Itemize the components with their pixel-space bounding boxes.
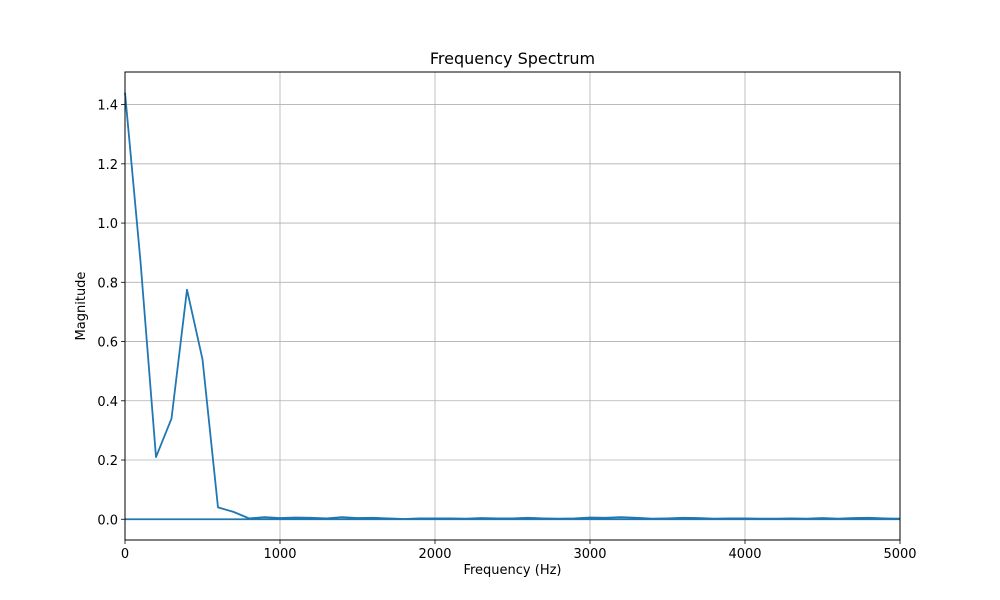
y-tick-label: 0.0: [97, 513, 118, 528]
y-tick-label: 1.2: [97, 158, 118, 173]
series-layer: [124, 92, 901, 521]
y-tick-label: 0.6: [97, 336, 118, 351]
x-axis-label: Frequency (Hz): [463, 563, 561, 578]
x-tick-label: 3000: [573, 547, 606, 562]
y-tick-label: 0.4: [97, 395, 118, 410]
y-tick-label: 1.4: [97, 99, 118, 114]
x-tick-label: 5000: [883, 547, 916, 562]
x-tick-label: 1000: [263, 547, 296, 562]
ticks: 0 1000 2000 3000 4000 5000 0.0 0.2 0.4 0.6 0.8 1.0 1…: [97, 99, 916, 562]
y-tick-label: 0.2: [97, 454, 118, 469]
chart-title: Frequency Spectrum: [430, 49, 595, 68]
y-tick-label: 0.8: [97, 276, 118, 291]
y-axis-label: Magnitude: [74, 272, 89, 341]
x-tick-label: 2000: [418, 547, 451, 562]
x-tick-label: 0: [121, 547, 129, 562]
plot-area: [125, 72, 900, 540]
grid: [124, 72, 901, 540]
x-tick-label: 4000: [728, 547, 761, 562]
y-tick-label: 1.0: [97, 217, 118, 232]
plot-frame: [124, 71, 901, 541]
